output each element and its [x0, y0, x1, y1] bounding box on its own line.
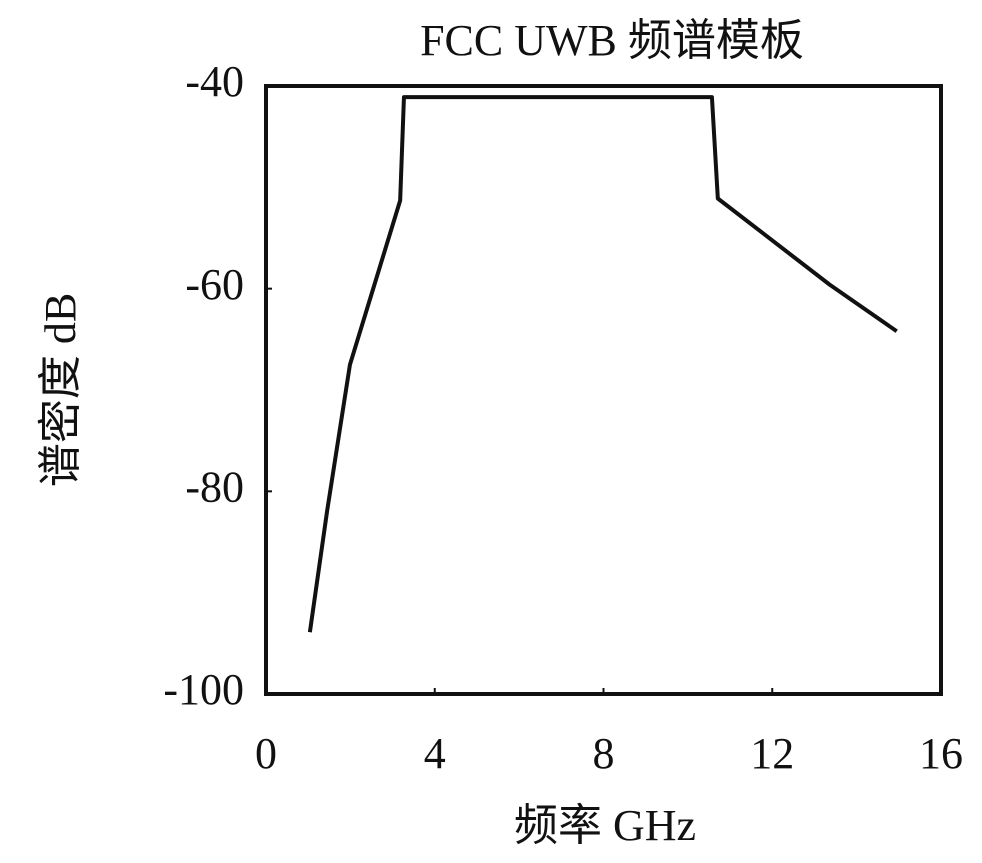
series-line — [307, 95, 898, 633]
x-tick-label: 4 — [424, 729, 446, 778]
x-tick-label: 12 — [750, 729, 794, 778]
chart-title: FCC UWB 频谱模板 — [420, 16, 804, 65]
y-tick-label: -40 — [185, 57, 244, 106]
x-axis-label: 频率 GHz — [514, 801, 696, 850]
y-axis-label: 谱密度 dB — [36, 293, 85, 487]
x-tick-label: 16 — [919, 729, 963, 778]
y-tick-label: -60 — [185, 260, 244, 309]
x-tick-label: 0 — [255, 729, 277, 778]
x-tick-label: 8 — [593, 729, 615, 778]
plot-frame — [264, 84, 943, 696]
y-tick-label: -80 — [185, 462, 244, 511]
y-tick-label: -100 — [163, 665, 244, 714]
